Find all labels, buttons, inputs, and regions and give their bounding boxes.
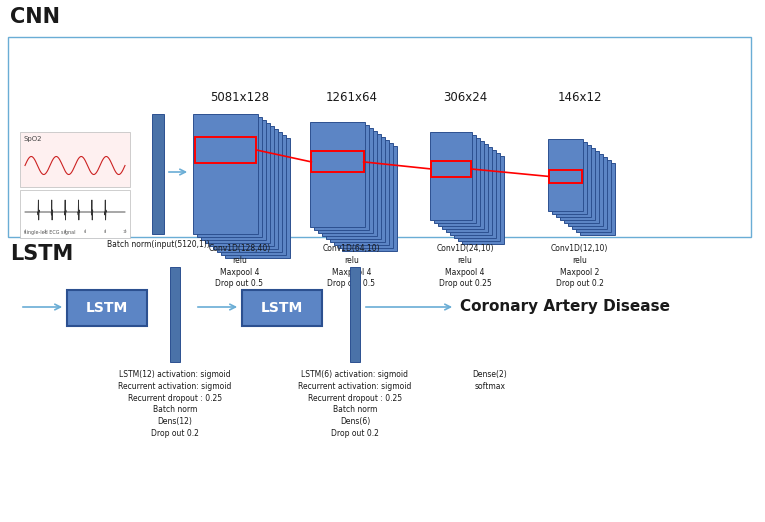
Text: 1261x64: 1261x64 (325, 91, 377, 104)
Bar (438, 138, 480, 226)
Bar (446, 144, 488, 232)
Bar (430, 132, 472, 220)
Bar (314, 125, 369, 230)
Text: 10: 10 (122, 230, 127, 234)
Text: Conv1D(24,10)
relu
Maxpool 4
Drop out 0.25: Conv1D(24,10) relu Maxpool 4 Drop out 0.… (436, 244, 493, 288)
Text: LSTM: LSTM (10, 244, 73, 264)
Bar (67, 290, 147, 326)
Bar (568, 154, 603, 226)
Bar (201, 120, 266, 240)
Text: Conv1D(12,10)
relu
Maxpool 2
Drop out 0.2: Conv1D(12,10) relu Maxpool 2 Drop out 0.… (551, 244, 608, 288)
Bar (548, 139, 583, 211)
Text: SpO2: SpO2 (24, 136, 43, 142)
Text: 306x24: 306x24 (443, 91, 487, 104)
Bar (338, 143, 393, 248)
Bar (221, 135, 286, 255)
Bar (242, 290, 322, 326)
Text: 8: 8 (104, 230, 106, 234)
Bar (580, 163, 615, 235)
Bar (431, 161, 471, 177)
Bar (322, 131, 377, 236)
Bar (213, 129, 278, 249)
Text: 146x12: 146x12 (557, 91, 602, 104)
Bar (458, 153, 500, 241)
Bar (170, 267, 180, 362)
Bar (310, 122, 365, 227)
Bar (225, 138, 290, 258)
Bar (209, 126, 274, 246)
Bar (194, 137, 256, 163)
Bar (205, 123, 270, 243)
Text: 6: 6 (84, 230, 86, 234)
Bar (442, 141, 484, 229)
Text: 4: 4 (63, 230, 66, 234)
Bar (334, 140, 389, 245)
Bar (450, 147, 492, 235)
Text: Coronary Artery Disease: Coronary Artery Disease (460, 300, 670, 314)
Bar (197, 117, 262, 237)
Bar (434, 135, 476, 223)
Bar (342, 146, 397, 251)
Text: Conv1D(128,40)
relu
Maxpool 4
Drop out 0.5: Conv1D(128,40) relu Maxpool 4 Drop out 0… (208, 244, 271, 288)
Bar (462, 156, 504, 244)
Text: CNN: CNN (10, 7, 60, 27)
Bar (330, 137, 385, 242)
Bar (318, 128, 373, 233)
Bar (350, 267, 360, 362)
Text: LSTM(6) activation: sigmoid
Recurrent activation: sigmoid
Recurrent dropout : 0.: LSTM(6) activation: sigmoid Recurrent ac… (298, 370, 412, 438)
Text: 2: 2 (44, 230, 46, 234)
Bar (8, 37, 751, 237)
Text: LSTM: LSTM (261, 301, 303, 315)
Bar (217, 132, 282, 252)
Bar (193, 114, 258, 234)
Text: 0: 0 (24, 230, 26, 234)
Text: LSTM: LSTM (86, 301, 128, 315)
Text: Dense(2)
softmax: Dense(2) softmax (473, 370, 507, 391)
Bar (576, 160, 611, 232)
Bar (564, 151, 599, 223)
Text: single-led ECG signal: single-led ECG signal (24, 230, 76, 235)
Bar (560, 148, 595, 220)
Text: Batch norm(input(5120,1)): Batch norm(input(5120,1)) (106, 240, 210, 249)
Bar (152, 114, 164, 234)
Text: Conv1D(64,10)
relu
Maxpool 4
Drop out 0.5: Conv1D(64,10) relu Maxpool 4 Drop out 0.… (323, 244, 380, 288)
Text: LSTM(12) activation: sigmoid
Recurrent activation: sigmoid
Recurrent dropout : 0: LSTM(12) activation: sigmoid Recurrent a… (119, 370, 232, 438)
Text: 5081x128: 5081x128 (210, 91, 269, 104)
Bar (20, 132, 130, 187)
Bar (572, 157, 607, 229)
Bar (556, 145, 591, 217)
Bar (311, 151, 363, 172)
Bar (454, 150, 496, 238)
Bar (326, 134, 381, 239)
Bar (549, 170, 582, 183)
Bar (552, 142, 587, 214)
Bar (20, 190, 130, 238)
